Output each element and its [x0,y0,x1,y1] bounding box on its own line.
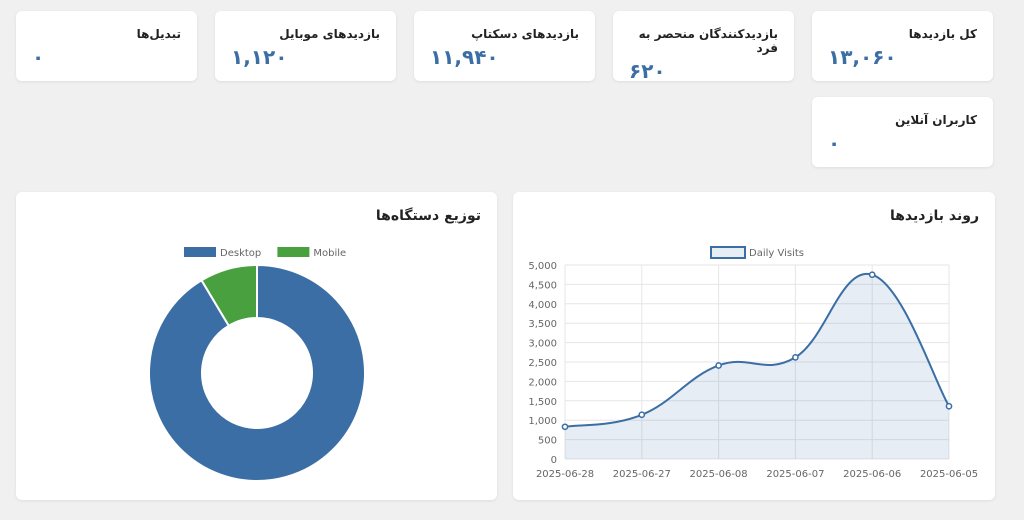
data-point [792,353,799,361]
legend-swatch-daily-visits [710,246,746,259]
stat-label: تبدیل‌ها [136,27,181,41]
x-tick-label: 2025-06-05 [920,469,978,480]
x-tick-label: 2025-06-27 [613,469,671,480]
legend-label-daily-visits: Daily Visits [749,248,804,259]
stat-value: ۰ [828,131,841,155]
stat-value: ۱۳,۰۶۰ [828,45,897,69]
device-distribution-title: توزیع دستگاه‌ها [375,208,481,224]
y-tick-label: 1,000 [528,416,557,427]
data-point [561,423,569,431]
x-tick-label: 2025-06-06 [843,469,901,480]
x-tick-label: 2025-06-28 [536,469,594,480]
y-tick-label: 4,500 [528,280,557,291]
stat-label: بازدیدکنندگان منحصر به فرد [638,27,778,55]
x-tick-label: 2025-06-07 [766,469,824,480]
legend-swatch-mobile [277,247,310,257]
stat-card-mobile-visits: بازدیدهای موبایل ۱,۱۲۰ [215,11,396,81]
stat-card-unique-visitors: بازدیدکنندگان منحصر به فرد ۶۲۰ [613,11,794,83]
series-area-daily-visits [565,273,949,459]
device-distribution-panel: توزیع دستگاه‌ها Desktop Mobile [16,192,497,500]
visits-trend-chart: 0 500 1,000 1,500 2,000 2,500 3,000 3,500 4,000 4… [528,246,978,480]
stat-value: ۱,۱۲۰ [231,45,288,69]
donut-slice-desktop [148,263,366,482]
stat-value: ۶۲۰ [629,59,666,83]
legend-label-desktop: Desktop [220,248,261,259]
data-point [715,362,722,369]
legend-swatch-desktop [184,247,216,257]
stat-value: ۰ [32,45,45,69]
data-point [945,402,953,410]
y-tick-label: 3,000 [528,339,557,350]
stat-label: بازدیدهای موبایل [279,27,380,41]
data-point [638,411,646,419]
y-tick-label: 5,000 [528,261,557,272]
visits-trend-panel: روند بازدیدها 0 500 1,000 1,500 2,000 2,500 3,… [513,192,995,500]
stat-card-total-visits: کل بازدیدها ۱۳,۰۶۰ [812,11,993,81]
visits-trend-title: روند بازدیدها [889,208,979,224]
stat-card-desktop-visits: بازدیدهای دسکتاپ ۱۱,۹۴۰ [414,11,595,81]
x-tick-label: 2025-06-08 [690,469,748,480]
y-tick-label: 2,000 [528,377,557,388]
y-tick-label: 4,000 [528,300,557,311]
stat-value: ۱۱,۹۴۰ [430,45,499,69]
device-distribution-chart: Desktop Mobile [148,247,366,482]
donut-slice-mobile [200,263,258,328]
stat-card-conversions: تبدیل‌ها ۰ [16,11,197,81]
stat-label: بازدیدهای دسکتاپ [471,27,579,41]
y-tick-label: 1,500 [528,397,557,408]
legend-label-mobile: Mobile [313,248,346,259]
y-tick-label: 2,500 [528,358,557,369]
y-tick-label: 500 [538,436,557,447]
y-tick-label: 3,500 [528,319,557,330]
stat-label: کل بازدیدها [908,27,977,41]
data-point [868,271,876,279]
stat-label: کاربران آنلاین [895,113,977,127]
stat-card-online-users: کاربران آنلاین ۰ [812,97,993,167]
y-tick-label: 0 [551,455,557,466]
